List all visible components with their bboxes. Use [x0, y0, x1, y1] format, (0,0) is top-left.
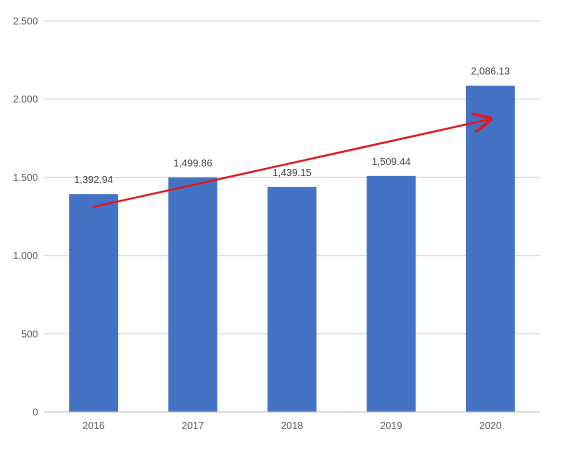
bar-2020	[465, 85, 515, 412]
trend-arrow	[92, 120, 489, 209]
x-tick-label: 2019	[380, 421, 403, 432]
y-tick-label: 1.500	[13, 173, 38, 184]
x-tick-label: 2020	[479, 421, 502, 432]
bar-2016	[69, 194, 119, 412]
bar-2019	[366, 175, 416, 412]
bar-2018	[267, 186, 317, 412]
x-tick-label: 2018	[281, 421, 304, 432]
data-label-2020: 2,086.13	[471, 67, 510, 78]
data-label-2016: 1,392.94	[74, 175, 113, 186]
y-tick-label: 1.000	[13, 251, 38, 262]
data-label-2019: 1,509.44	[372, 157, 411, 168]
bar-2017	[168, 177, 218, 412]
y-tick-label: 2.000	[13, 95, 38, 106]
data-label-2018: 1,439.15	[273, 168, 312, 179]
y-tick-label: 500	[21, 329, 38, 340]
x-tick-label: 2016	[82, 421, 105, 432]
x-tick-label: 2017	[182, 421, 205, 432]
y-tick-label: 0	[32, 408, 38, 419]
data-label-2017: 1,499.86	[173, 158, 212, 169]
y-tick-label: 2.500	[13, 17, 38, 28]
